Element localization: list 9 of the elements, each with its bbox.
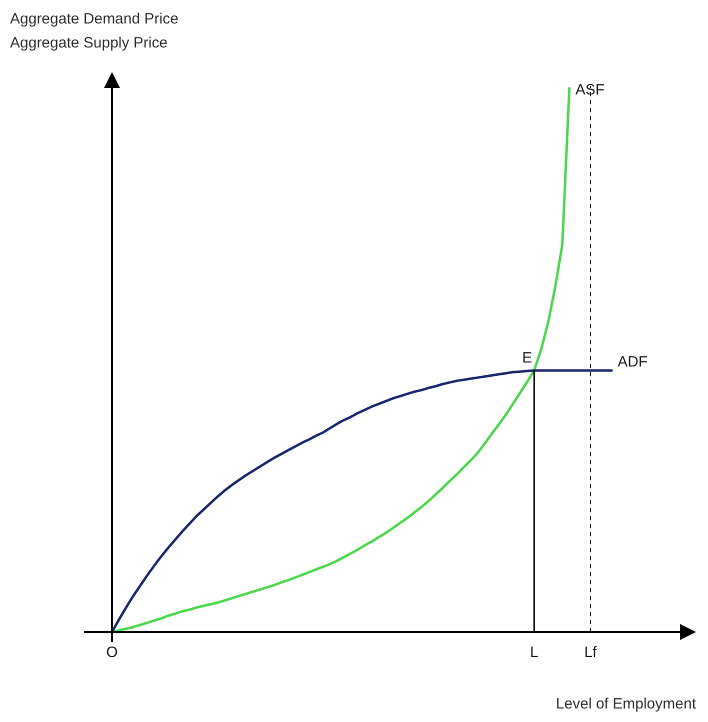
x-tick-label: L: [530, 644, 538, 662]
text: Aggregate Supply Price: [10, 34, 168, 52]
annotation: ASF: [575, 81, 605, 98]
text: Aggregate Demand Price: [10, 10, 178, 28]
x-tick-label: Lf: [584, 644, 598, 662]
x-axis-title: Level of Employment: [556, 696, 697, 713]
x-tick-label: O: [106, 644, 118, 662]
annotation: ADF: [618, 353, 648, 370]
annotation: E: [522, 349, 532, 366]
